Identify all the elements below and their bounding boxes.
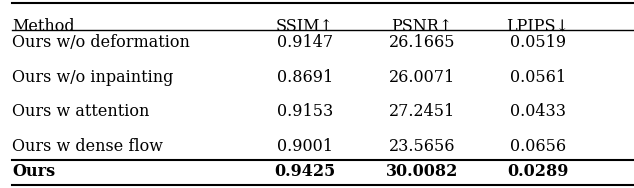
Text: 26.1665: 26.1665 [389,34,455,51]
Text: 0.0289: 0.0289 [507,164,569,180]
Text: PSNR↑: PSNR↑ [391,18,453,35]
Text: 0.9153: 0.9153 [277,103,333,121]
Text: Ours w dense flow: Ours w dense flow [12,138,163,155]
Text: 0.9425: 0.9425 [275,164,335,180]
Text: 0.0433: 0.0433 [510,103,566,121]
Text: 27.2451: 27.2451 [389,103,455,121]
Text: 23.5656: 23.5656 [389,138,455,155]
Text: 0.8691: 0.8691 [277,69,333,86]
Text: SSIM↑: SSIM↑ [276,18,334,35]
Text: 30.0082: 30.0082 [386,164,458,180]
Text: Method: Method [12,18,75,35]
Text: Ours w/o inpainting: Ours w/o inpainting [12,69,173,86]
Text: Ours w attention: Ours w attention [12,103,150,121]
Text: 0.0656: 0.0656 [510,138,566,155]
Text: Ours: Ours [12,164,55,180]
Text: 26.0071: 26.0071 [389,69,455,86]
Text: LPIPS↓: LPIPS↓ [507,18,569,35]
Text: 0.0561: 0.0561 [510,69,566,86]
Text: 0.9001: 0.9001 [277,138,333,155]
Text: 0.0519: 0.0519 [510,34,566,51]
Text: 0.9147: 0.9147 [277,34,333,51]
Text: Ours w/o deformation: Ours w/o deformation [12,34,190,51]
